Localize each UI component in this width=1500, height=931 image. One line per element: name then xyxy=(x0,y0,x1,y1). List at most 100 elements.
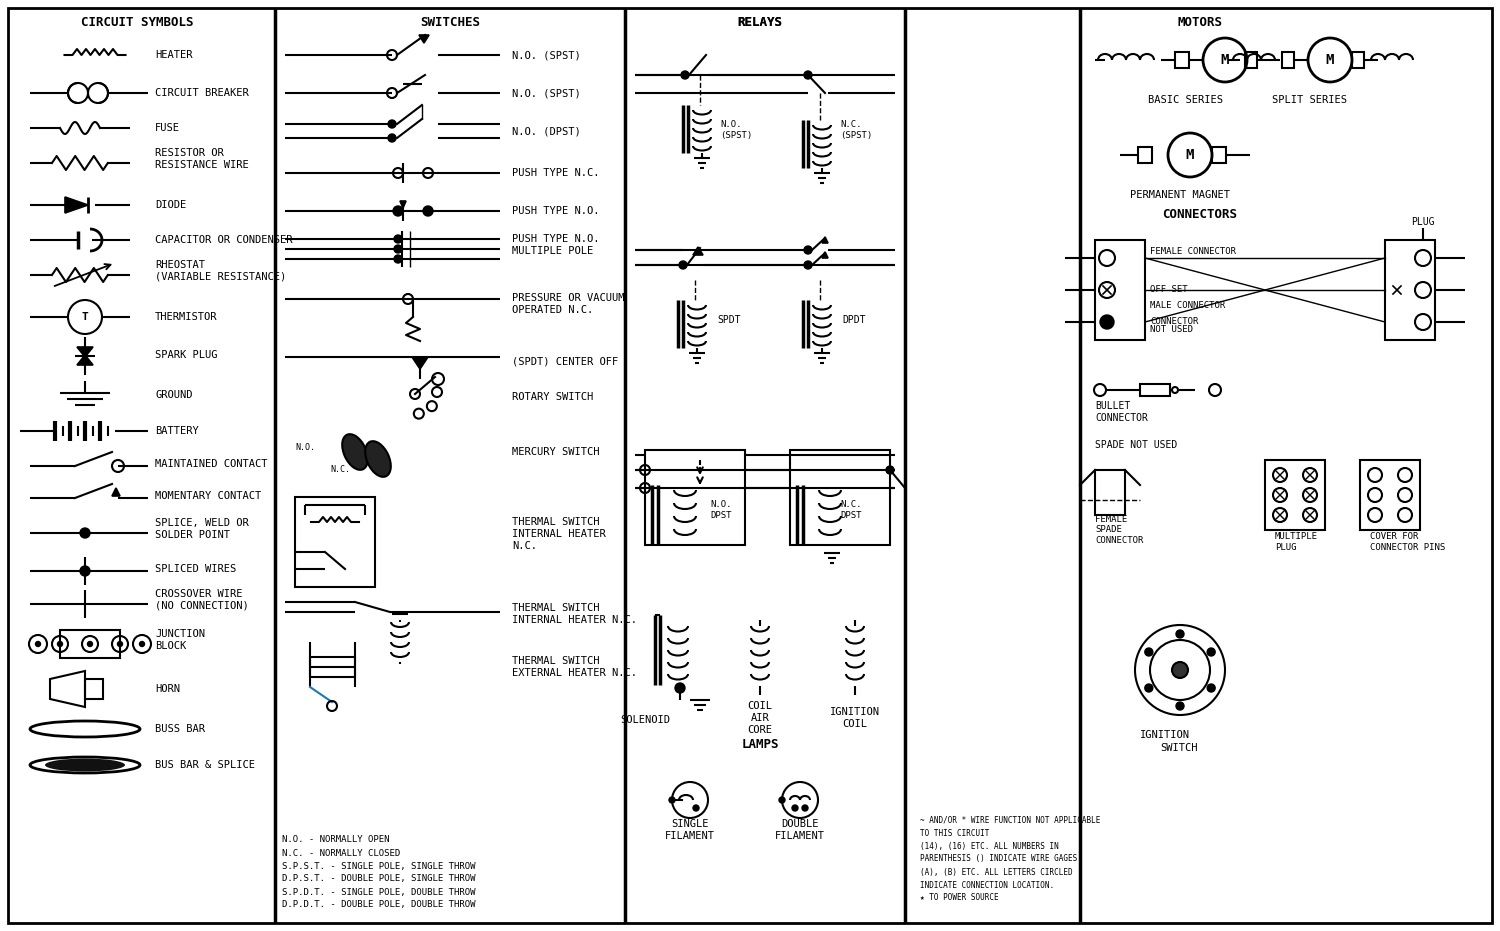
Text: CIRCUIT BREAKER: CIRCUIT BREAKER xyxy=(154,88,249,98)
Bar xyxy=(1174,52,1190,68)
Text: RESISTOR OR
RESISTANCE WIRE: RESISTOR OR RESISTANCE WIRE xyxy=(154,148,249,169)
Circle shape xyxy=(681,71,688,79)
Polygon shape xyxy=(112,488,120,496)
Circle shape xyxy=(1176,702,1184,710)
Text: D.P.D.T. - DOUBLE POLE, DOUBLE THROW: D.P.D.T. - DOUBLE POLE, DOUBLE THROW xyxy=(282,900,476,910)
Circle shape xyxy=(80,566,90,576)
Circle shape xyxy=(1176,630,1184,638)
Text: MOMENTARY CONTACT: MOMENTARY CONTACT xyxy=(154,491,261,501)
Circle shape xyxy=(388,120,396,128)
Text: FEMALE CONNECTOR: FEMALE CONNECTOR xyxy=(1150,248,1236,257)
Bar xyxy=(1138,147,1152,163)
Text: THERMAL SWITCH
INTERNAL HEATER N.C.: THERMAL SWITCH INTERNAL HEATER N.C. xyxy=(512,603,638,625)
Circle shape xyxy=(669,797,675,803)
Text: PARENTHESIS () INDICATE WIRE GAGES: PARENTHESIS () INDICATE WIRE GAGES xyxy=(920,855,1077,863)
Ellipse shape xyxy=(364,441,392,477)
Circle shape xyxy=(792,805,798,811)
Text: MOTORS: MOTORS xyxy=(1178,16,1222,29)
Circle shape xyxy=(394,245,402,253)
Polygon shape xyxy=(822,252,828,258)
Text: (SPDT) CENTER OFF: (SPDT) CENTER OFF xyxy=(512,357,618,367)
Bar xyxy=(1245,52,1257,68)
Text: IGNITION
COIL: IGNITION COIL xyxy=(830,708,880,729)
Bar xyxy=(790,450,889,545)
Text: CIRCUIT SYMBOLS: CIRCUIT SYMBOLS xyxy=(81,16,194,29)
Polygon shape xyxy=(413,357,428,369)
Circle shape xyxy=(80,528,90,538)
Circle shape xyxy=(1100,315,1114,329)
Text: ~ AND/OR * WIRE FUNCTION NOT APPLICABLE: ~ AND/OR * WIRE FUNCTION NOT APPLICABLE xyxy=(920,816,1101,825)
Text: N.O.
DPST: N.O. DPST xyxy=(710,500,732,519)
Circle shape xyxy=(57,641,63,646)
Text: SWITCHES: SWITCHES xyxy=(420,16,480,29)
Text: NOT USED: NOT USED xyxy=(1150,326,1192,334)
Text: SOLENOID: SOLENOID xyxy=(620,715,670,725)
Text: HEATER: HEATER xyxy=(154,50,192,60)
Text: N.O. (SPST): N.O. (SPST) xyxy=(512,50,580,60)
Text: (14), (16) ETC. ALL NUMBERS IN: (14), (16) ETC. ALL NUMBERS IN xyxy=(920,842,1059,851)
Text: SINGLE
FILAMENT: SINGLE FILAMENT xyxy=(664,819,716,841)
Bar xyxy=(1212,147,1225,163)
Text: RELAYS: RELAYS xyxy=(738,16,783,29)
Circle shape xyxy=(778,797,784,803)
Bar xyxy=(1384,240,1435,340)
Text: N.C.
(SPST): N.C. (SPST) xyxy=(840,120,873,140)
Ellipse shape xyxy=(342,434,368,470)
Text: PLUG: PLUG xyxy=(1412,217,1434,227)
Text: ★ TO POWER SOURCE: ★ TO POWER SOURCE xyxy=(920,894,999,902)
Text: (A), (B) ETC. ALL LETTERS CIRCLED: (A), (B) ETC. ALL LETTERS CIRCLED xyxy=(920,868,1072,876)
Circle shape xyxy=(393,206,404,216)
Text: THERMAL SWITCH
EXTERNAL HEATER N.C.: THERMAL SWITCH EXTERNAL HEATER N.C. xyxy=(512,656,638,678)
Text: MERCURY SWITCH: MERCURY SWITCH xyxy=(512,447,600,457)
Text: HORN: HORN xyxy=(154,684,180,694)
Text: PUSH TYPE N.C.: PUSH TYPE N.C. xyxy=(512,168,600,178)
Circle shape xyxy=(1144,684,1154,692)
Circle shape xyxy=(804,246,812,254)
Circle shape xyxy=(804,71,812,79)
Text: SPARK PLUG: SPARK PLUG xyxy=(154,350,218,360)
Text: BATTERY: BATTERY xyxy=(154,426,198,436)
Polygon shape xyxy=(76,347,93,357)
Polygon shape xyxy=(822,237,828,243)
Circle shape xyxy=(423,206,433,216)
Text: CONNECTORS: CONNECTORS xyxy=(1162,209,1238,222)
Bar xyxy=(1264,460,1324,530)
Text: INDICATE CONNECTION LOCATION.: INDICATE CONNECTION LOCATION. xyxy=(920,881,1054,889)
Circle shape xyxy=(1144,648,1154,656)
Text: SPLICE, WELD OR
SOLDER POINT: SPLICE, WELD OR SOLDER POINT xyxy=(154,519,249,540)
Polygon shape xyxy=(419,35,429,43)
Text: BASIC SERIES: BASIC SERIES xyxy=(1148,95,1222,105)
Text: MALE CONNECTOR: MALE CONNECTOR xyxy=(1150,301,1226,309)
Circle shape xyxy=(886,466,894,474)
Text: SPADE NOT USED: SPADE NOT USED xyxy=(1095,440,1178,450)
Text: PERMANENT MAGNET: PERMANENT MAGNET xyxy=(1130,190,1230,200)
Circle shape xyxy=(117,641,123,646)
Text: N.O. - NORMALLY OPEN: N.O. - NORMALLY OPEN xyxy=(282,835,390,844)
Text: JUNCTION
BLOCK: JUNCTION BLOCK xyxy=(154,629,206,651)
Text: SPLICED WIRES: SPLICED WIRES xyxy=(154,564,237,574)
Text: N.C.
DPST: N.C. DPST xyxy=(840,500,861,519)
Circle shape xyxy=(680,261,687,269)
Bar xyxy=(296,497,375,587)
Text: CROSSOVER WIRE
(NO CONNECTION): CROSSOVER WIRE (NO CONNECTION) xyxy=(154,589,249,611)
Text: MULTIPLE
PLUG: MULTIPLE PLUG xyxy=(1275,533,1318,552)
Text: BUSS BAR: BUSS BAR xyxy=(154,724,206,734)
Circle shape xyxy=(394,255,402,263)
Text: DOUBLE
FILAMENT: DOUBLE FILAMENT xyxy=(776,819,825,841)
Circle shape xyxy=(675,683,686,693)
Circle shape xyxy=(36,641,40,646)
Text: MAINTAINED CONTACT: MAINTAINED CONTACT xyxy=(154,459,267,469)
Bar xyxy=(1095,240,1144,340)
Text: M: M xyxy=(1186,148,1194,162)
Bar xyxy=(60,630,120,658)
Polygon shape xyxy=(400,201,406,208)
Text: M: M xyxy=(1326,53,1334,67)
Text: COIL
AIR
CORE: COIL AIR CORE xyxy=(747,701,772,735)
Text: LAMPS: LAMPS xyxy=(741,738,778,751)
Text: N.O.: N.O. xyxy=(296,442,315,452)
Text: S.P.D.T. - SINGLE POLE, DOUBLE THROW: S.P.D.T. - SINGLE POLE, DOUBLE THROW xyxy=(282,887,476,897)
Text: N.C. - NORMALLY CLOSED: N.C. - NORMALLY CLOSED xyxy=(282,848,400,857)
Text: THERMISTOR: THERMISTOR xyxy=(154,312,218,322)
Text: M: M xyxy=(1221,53,1228,67)
Text: SPLIT SERIES: SPLIT SERIES xyxy=(1272,95,1347,105)
